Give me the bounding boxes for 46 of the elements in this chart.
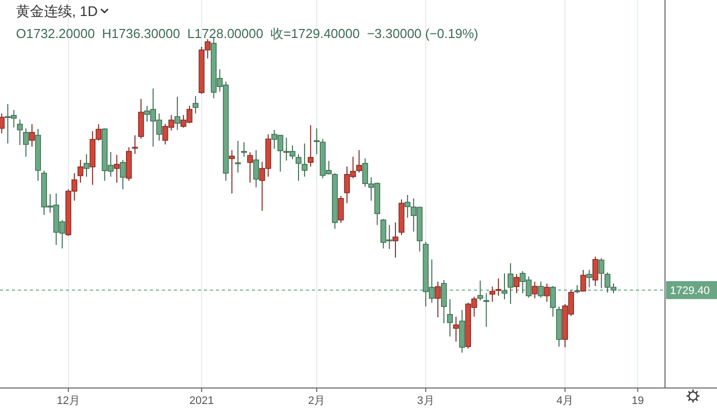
text: 1729.40 (670, 285, 710, 298)
candlestick (496, 278, 502, 296)
candlestick (23, 128, 29, 158)
candlestick (392, 222, 398, 258)
chart-title: 黄金连续, 1D (16, 3, 98, 19)
candlestick (296, 154, 302, 182)
candlestick (235, 140, 241, 174)
x-tick-label: 4月 (556, 395, 574, 407)
candlestick (550, 285, 556, 318)
candlestick (241, 142, 247, 158)
candlestick (247, 152, 253, 184)
candlestick (132, 134, 138, 154)
candlestick (192, 96, 198, 114)
x-tick-label: 19 (632, 395, 644, 407)
candlestick (338, 195, 344, 224)
x-tick-label: 2月 (308, 395, 326, 407)
candlestick (514, 273, 520, 294)
candlestick (302, 142, 308, 178)
candlestick (538, 281, 544, 298)
candlestick (84, 154, 90, 178)
candlestick (120, 159, 126, 190)
candlestick (16, 118, 23, 146)
candlestick (489, 286, 496, 302)
x-tick-label: 2021 (189, 395, 214, 407)
candlestick (253, 150, 260, 188)
candlestick (447, 298, 453, 338)
chart-subtitle: O1732.20000 H1736.30000 L1728.00000 收=1729.40000 −3.30000 (−0.19%) (16, 26, 478, 41)
candlestick (483, 292, 490, 328)
candlestick (29, 124, 35, 148)
candlestick (308, 124, 314, 168)
candlestick (532, 281, 538, 299)
candlestick (592, 256, 598, 286)
x-tick-label: 12月 (56, 395, 80, 407)
candlestick (78, 159, 84, 184)
candlestick (544, 282, 550, 302)
candlestick (356, 150, 362, 174)
candlestick (228, 150, 235, 194)
x-tick-label: 3月 (417, 395, 434, 407)
candlestick (114, 154, 120, 184)
candlestick (580, 269, 586, 292)
candlestick (453, 316, 459, 342)
candlestick (174, 96, 180, 130)
candlestick (586, 269, 592, 288)
candlestick (434, 281, 441, 318)
candlestick (314, 128, 320, 155)
candlestick (0, 112, 5, 134)
